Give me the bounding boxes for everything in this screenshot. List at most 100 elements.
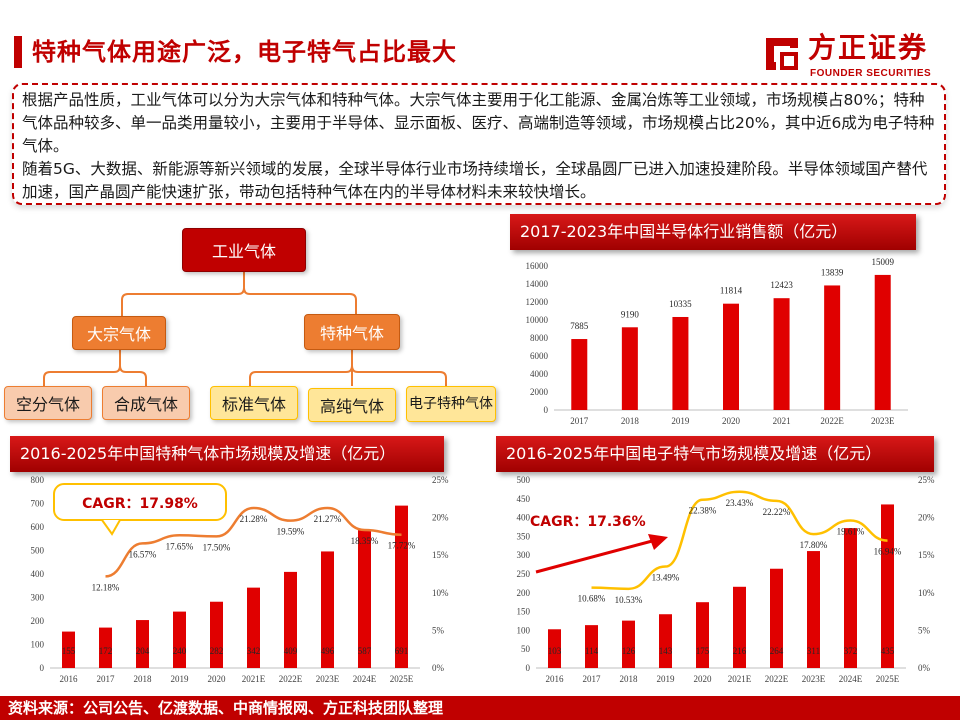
chart3-xtick-1: 2017 (583, 674, 602, 684)
chart2-growth-label-3: 17.65% (166, 541, 194, 551)
chart3-bar-8 (844, 528, 857, 668)
chart3-growth-label-3: 13.49% (652, 573, 680, 583)
chart2-y2tick-4: 20% (432, 513, 449, 523)
chart2-value-label-5: 342 (247, 646, 261, 656)
chart2-growth-label-1: 12.18% (92, 582, 120, 592)
node-special-gas: 特种气体 (304, 314, 400, 350)
chart2-cagr-pointer (101, 519, 121, 536)
chart1-ytick-2: 4000 (530, 369, 549, 379)
chart1-ytick-3: 6000 (530, 351, 549, 361)
founder-securities-logo: 方正证券 FOUNDER SECURITIES (752, 26, 952, 86)
chart2-y2tick-5: 25% (432, 476, 449, 485)
chart2-ytick-8: 800 (31, 476, 45, 485)
chart3-growth-label-7: 17.80% (800, 540, 828, 550)
chart2-value-label-0: 155 (62, 646, 76, 656)
chart2-ytick-3: 300 (31, 593, 45, 603)
chart2-value-label-3: 240 (173, 646, 187, 656)
chart2-bar-5 (247, 587, 260, 668)
chart1-xtick-5: 2022E (820, 416, 844, 426)
chart1-bar-0 (571, 339, 588, 410)
chart2-value-label-8: 587 (358, 646, 372, 656)
chart2-xtick-6: 2022E (279, 674, 303, 684)
chart2-ytick-1: 100 (31, 640, 45, 650)
chart1-value-label-3: 11814 (720, 286, 743, 296)
chart2-growth-line (105, 506, 402, 578)
chart2-ytick-0: 0 (40, 663, 45, 673)
node-electronic-special-gas: 电子特种气体 (406, 386, 496, 422)
chart3-ytick-9: 450 (517, 494, 531, 504)
special-gas-market-chart: 0 100 200 300 400 500 600 700 800 0% 5% 10% 15% 20% 25… (31, 476, 450, 684)
chart2-value-label-9: 691 (395, 646, 409, 656)
chart1-ytick-8: 16000 (526, 261, 549, 271)
chart2-value-label-4: 282 (210, 646, 224, 656)
chart2-xtick-7: 2023E (316, 674, 340, 684)
chart3-value-label-3: 143 (659, 646, 673, 656)
chart3-growth-label-8: 19.61% (837, 527, 865, 537)
chart1-title: 2017-2023年中国半导体行业销售额（亿元） (510, 214, 916, 250)
chart3-value-label-8: 372 (844, 646, 858, 656)
chart3-xtick-7: 2023E (802, 674, 826, 684)
chart2-value-label-7: 496 (321, 646, 335, 656)
chart1-xtick-0: 2017 (570, 416, 589, 426)
chart2-bar-3 (173, 611, 186, 668)
chart2-bar-8 (358, 530, 371, 668)
chart2-y2tick-0: 0% (432, 663, 445, 673)
chart3-value-label-1: 114 (585, 646, 599, 656)
node-air-separation-gas: 空分气体 (4, 386, 92, 420)
chart3-xtick-2: 2018 (620, 674, 639, 684)
chart3-growth-line (591, 490, 888, 591)
logo-text-cn: 方正证券 (808, 31, 929, 64)
chart2-xtick-1: 2017 (97, 674, 116, 684)
title-accent-bar (14, 36, 22, 68)
founder-logo-icon (766, 38, 798, 70)
chart3-value-label-5: 216 (733, 646, 747, 656)
chart2-bar-1 (99, 627, 112, 668)
chart2-xtick-8: 2024E (353, 674, 377, 684)
chart1-value-label-1: 9190 (621, 309, 640, 319)
intro-paragraph-1: 根据产品性质，工业气体可以分为大宗气体和特种气体。大宗气体主要用于化工能源、金属… (22, 91, 935, 155)
chart3-xtick-8: 2024E (839, 674, 863, 684)
chart1-value-label-6: 15009 (871, 257, 894, 267)
chart3-xtick-0: 2016 (546, 674, 565, 684)
chart3-y2tick-5: 25% (918, 476, 935, 485)
chart1-ytick-1: 2000 (530, 387, 549, 397)
chart2-xtick-0: 2016 (60, 674, 79, 684)
chart3-bar-6 (770, 568, 783, 668)
electronic-gas-market-chart: 0 50 100 150 200 250 300 350 400 450 500 0% 5% 10% 15%… (517, 476, 936, 684)
intro-paragraph-2: 随着5G、大数据、新能源等新兴领域的发展，全球半导体行业市场持续增长，全球晶圆厂… (22, 160, 928, 201)
chart3-growth-label-9: 16.94% (874, 547, 902, 557)
chart1-ytick-6: 12000 (526, 297, 549, 307)
chart3-ytick-1: 50 (521, 644, 531, 654)
node-standard-gas: 标准气体 (210, 386, 298, 420)
chart3-title: 2016-2025年中国电子特气市场规模及增速（亿元） (496, 436, 934, 472)
chart3-xtick-4: 2020 (694, 674, 713, 684)
chart3-trend-arrow-head (648, 534, 668, 550)
chart3-value-label-4: 175 (696, 646, 710, 656)
chart2-bar-6 (284, 571, 297, 668)
chart2-xtick-5: 2021E (242, 674, 266, 684)
chart2-growth-label-5: 21.28% (240, 514, 268, 524)
node-bulk-gas: 大宗气体 (72, 316, 166, 350)
chart2-ytick-4: 400 (31, 569, 45, 579)
chart2-xtick-3: 2019 (171, 674, 190, 684)
chart3-value-label-6: 264 (770, 646, 784, 656)
chart1-bar-6 (874, 274, 891, 410)
chart1-ytick-7: 14000 (526, 279, 549, 289)
chart3-growth-label-4: 22.38% (689, 506, 717, 516)
chart3-ytick-6: 300 (517, 550, 531, 560)
chart2-y2tick-3: 15% (432, 550, 449, 560)
chart3-ytick-5: 250 (517, 569, 531, 579)
chart2-value-label-2: 204 (136, 646, 150, 656)
chart1-xtick-2: 2019 (671, 416, 690, 426)
chart3-bar-3 (659, 614, 672, 668)
chart1-bar-2 (672, 316, 689, 410)
chart1-ytick-5: 10000 (526, 315, 549, 325)
chart3-growth-label-1: 10.68% (578, 594, 606, 604)
chart3-ytick-0: 0 (526, 663, 531, 673)
chart3-cagr-label: CAGR：17.36% (530, 514, 646, 530)
chart2-y2tick-1: 5% (432, 625, 445, 635)
chart3-ytick-2: 100 (517, 625, 531, 635)
chart3-growth-label-6: 22.22% (763, 507, 791, 517)
chart2-y2tick-2: 10% (432, 588, 449, 598)
chart3-y2tick-1: 5% (918, 625, 931, 635)
